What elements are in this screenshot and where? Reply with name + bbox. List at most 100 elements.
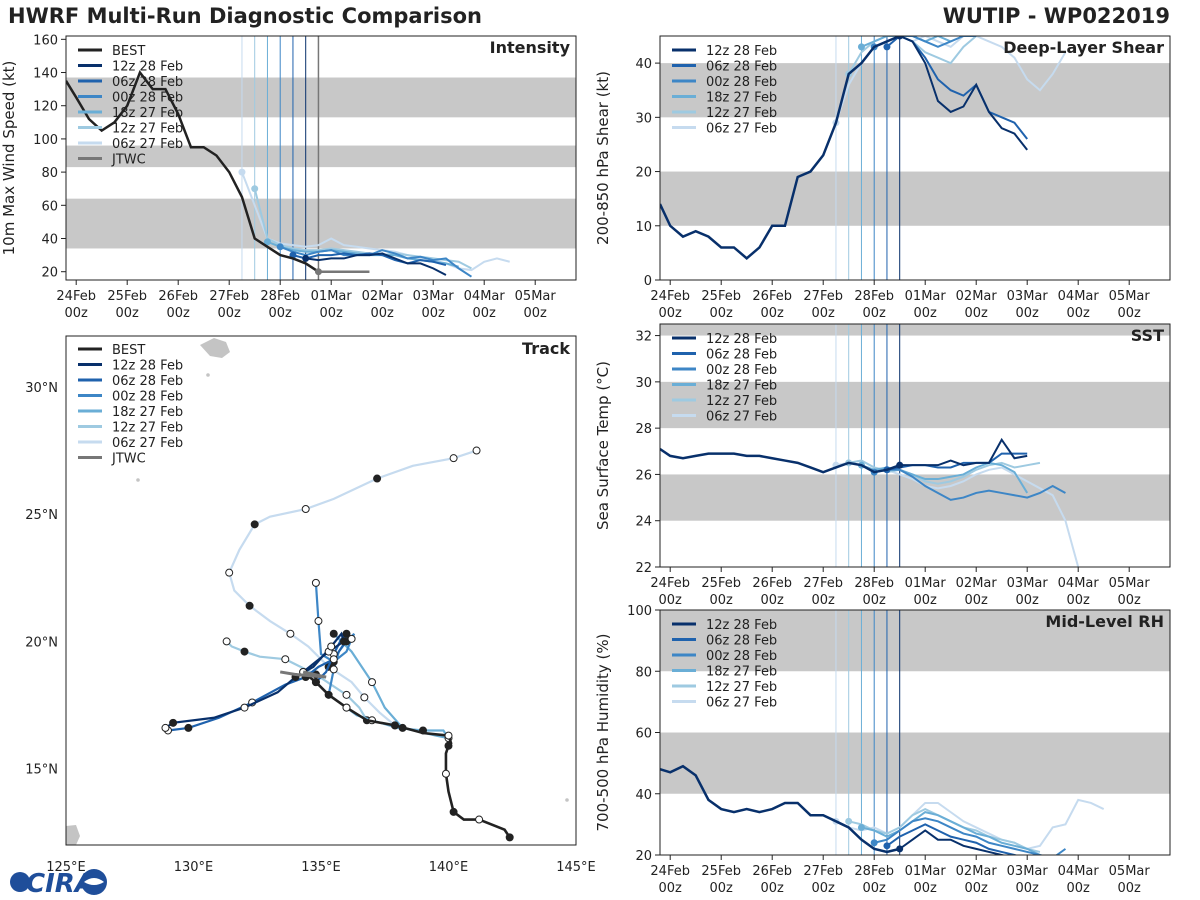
track-forecast-line [228, 449, 477, 727]
track-position-marker [475, 815, 484, 824]
shear-legend-label: 12z 28 Feb [706, 44, 777, 59]
cira-globe-icon [10, 872, 30, 892]
rh-xtick-hour: 00z [914, 881, 938, 896]
intensity-ytick-label: 40 [41, 233, 58, 248]
intensity-jtwc-marker [314, 268, 322, 276]
sst-xtick-day: 05Mar [1109, 576, 1151, 591]
sst-xtick-hour: 00z [1118, 593, 1142, 608]
track-legend-label: 18z 27 Feb [112, 405, 183, 420]
rh-xtick-hour: 00z [761, 881, 785, 896]
track-best-line [302, 670, 511, 839]
shear-xtick-day: 05Mar [1109, 289, 1151, 304]
sst-xtick-day: 28Feb [854, 576, 894, 591]
sst-legend-label: 12z 27 Feb [706, 394, 777, 409]
rh-panel-title: Mid-Level RH [1045, 612, 1164, 631]
rh-xtick-hour: 00z [659, 881, 683, 896]
sst-series-line [899, 437, 1028, 467]
rh-xtick-day: 28Feb [854, 864, 894, 879]
shear-xtick-day: 04Mar [1058, 289, 1100, 304]
sst-series-line [874, 468, 1066, 501]
intensity-legend-label: 12z 27 Feb [112, 122, 183, 137]
rh-series-line [899, 829, 1006, 855]
track-ytick-label: 20°N [25, 635, 58, 650]
track-position-marker [449, 807, 458, 816]
shear-xtick-day: 24Feb [650, 289, 690, 304]
intensity-series-init-marker [263, 238, 271, 246]
rh-series-init-marker [857, 823, 865, 831]
track-position-marker [250, 520, 259, 529]
intensity-xtick-day: 26Feb [158, 289, 198, 304]
track-position-marker [222, 637, 231, 646]
track-jtwc-line [279, 670, 327, 679]
rh-shade-band [660, 610, 1170, 672]
track-legend-label: BEST [112, 343, 145, 358]
shear-xtick-day: 01Mar [905, 289, 947, 304]
intensity-panel: 20 40 60 80 100 120 140 160 24Feb 00z 25Feb 00z 26Fe… [0, 33, 577, 321]
track-position-marker [314, 617, 323, 626]
rh-xtick-day: 25Feb [701, 864, 741, 879]
intensity-xtick-day: 24Feb [56, 289, 96, 304]
track-position-marker [373, 474, 382, 483]
shear-xtick-day: 28Feb [854, 289, 894, 304]
track-position-marker [161, 723, 170, 732]
intensity-xtick-day: 28Feb [260, 289, 300, 304]
sst-legend-label: 06z 28 Feb [706, 348, 777, 363]
rh-xtick-day: 04Mar [1058, 864, 1100, 879]
shear-series-line [899, 36, 1028, 151]
rh-xtick-day: 02Mar [956, 864, 998, 879]
track-position-marker [505, 833, 514, 842]
intensity-xtick-day: 27Feb [209, 289, 249, 304]
shear-xtick-hour: 00z [1118, 306, 1142, 321]
intensity-legend-label: 06z 27 Feb [112, 137, 183, 152]
rh-xtick-day: 03Mar [1007, 864, 1049, 879]
track-position-marker [286, 629, 295, 638]
shear-legend-label: 06z 27 Feb [706, 122, 777, 137]
intensity-ytick-label: 120 [33, 100, 58, 115]
rh-series-line [873, 817, 1067, 855]
sst-shade-band [660, 324, 1170, 336]
intensity-series-init-marker [251, 185, 259, 193]
shear-ytick-label: 0 [644, 274, 652, 289]
sst-ytick-label: 26 [635, 468, 652, 483]
shear-shade-band [660, 63, 1170, 118]
page-title: HWRF Multi-Run Diagnostic Comparison [8, 4, 483, 28]
sst-panel-title: SST [1131, 326, 1164, 345]
track-legend-label: 12z 27 Feb [112, 421, 183, 436]
rh-legend-label: 00z 28 Feb [706, 649, 777, 664]
intensity-xtick-hour: 00z [65, 306, 89, 321]
sst-ytick-label: 24 [635, 515, 652, 530]
intensity-xtick-hour: 00z [269, 306, 293, 321]
intensity-xtick-day: 25Feb [107, 289, 147, 304]
track-position-marker [360, 693, 369, 702]
track-position-marker [342, 690, 351, 699]
track-position-marker [449, 454, 458, 463]
intensity-legend-label: BEST [112, 44, 145, 59]
shear-xtick-day: 25Feb [701, 289, 741, 304]
intensity-xtick-day: 01Mar [311, 289, 353, 304]
rh-series-init-marker [870, 839, 878, 847]
track-legend-label: JTWC [111, 452, 146, 467]
shear-xtick-day: 02Mar [956, 289, 998, 304]
rh-xtick-hour: 00z [710, 881, 734, 896]
track-ytick-label: 30°N [25, 381, 58, 396]
rh-best-line [660, 764, 900, 854]
shear-xtick-day: 26Feb [752, 289, 792, 304]
sst-xtick-hour: 00z [710, 593, 734, 608]
track-position-marker [472, 446, 481, 455]
sst-xtick-hour: 00z [1067, 593, 1091, 608]
track-position-marker [444, 731, 453, 740]
intensity-series-line [253, 188, 472, 270]
track-position-marker [225, 568, 234, 577]
track-ytick-label: 15°N [25, 763, 58, 778]
track-position-marker [342, 629, 351, 638]
intensity-series-line [292, 252, 447, 267]
intensity-xtick-hour: 00z [320, 306, 344, 321]
sst-best-line [660, 447, 901, 474]
intensity-legend-label: 12z 28 Feb [112, 60, 183, 75]
track-position-marker [169, 718, 178, 727]
sst-xtick-day: 04Mar [1058, 576, 1100, 591]
intensity-xtick-hour: 00z [371, 306, 395, 321]
track-position-marker [327, 642, 336, 651]
intensity-ytick-label: 140 [33, 67, 58, 82]
rh-ytick-label: 40 [635, 788, 652, 803]
